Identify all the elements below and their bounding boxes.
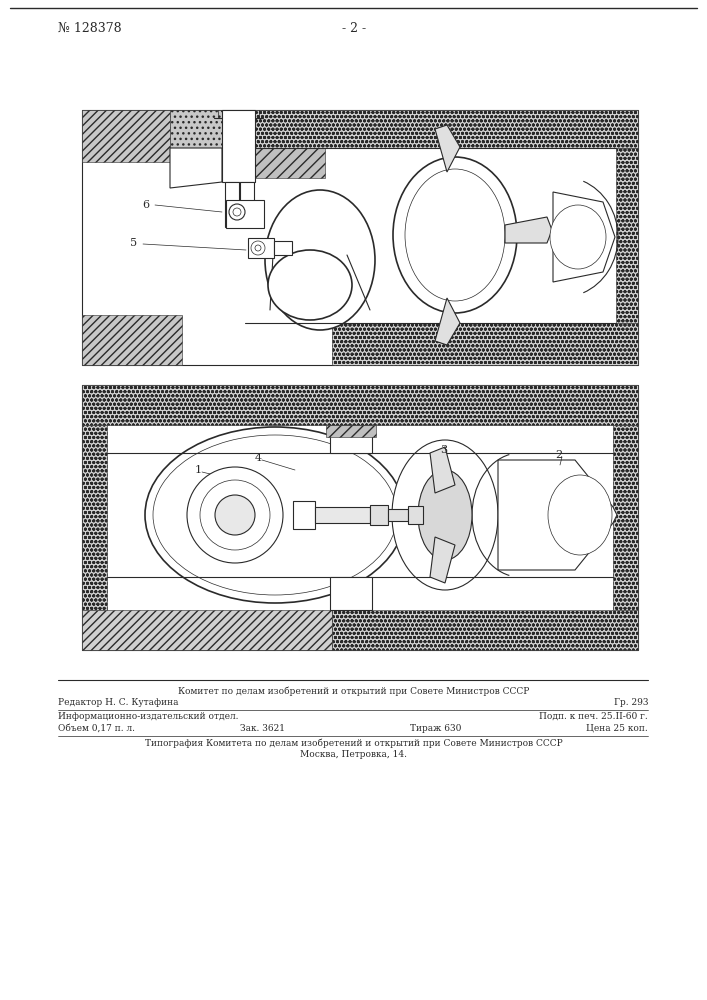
Bar xyxy=(82,110,638,365)
Ellipse shape xyxy=(550,205,606,269)
Polygon shape xyxy=(430,537,455,583)
Polygon shape xyxy=(170,148,222,188)
Bar xyxy=(408,506,423,524)
Bar xyxy=(240,182,254,217)
Bar xyxy=(388,509,408,521)
Text: Редактор Н. С. Кутафина: Редактор Н. С. Кутафина xyxy=(58,698,178,707)
Polygon shape xyxy=(435,298,460,345)
Bar xyxy=(255,148,325,178)
Bar xyxy=(82,425,107,610)
Ellipse shape xyxy=(251,241,265,255)
Bar xyxy=(330,577,372,610)
Bar xyxy=(332,323,638,365)
Ellipse shape xyxy=(265,190,375,330)
Polygon shape xyxy=(498,460,617,570)
Text: Цена 25 коп.: Цена 25 коп. xyxy=(586,724,648,733)
Text: 4: 4 xyxy=(255,453,262,463)
Text: 3: 3 xyxy=(440,445,447,455)
Ellipse shape xyxy=(187,467,283,563)
Text: - 2 -: - 2 - xyxy=(342,22,366,35)
Ellipse shape xyxy=(418,470,472,560)
Text: Зак. 3621: Зак. 3621 xyxy=(240,724,285,733)
Text: Типография Комитета по делам изобретений и открытий при Совете Министров СССР: Типография Комитета по делам изобретений… xyxy=(145,738,563,748)
Text: Гр. 293: Гр. 293 xyxy=(614,698,648,707)
Bar xyxy=(82,385,638,650)
Text: Тираж 630: Тираж 630 xyxy=(410,724,462,733)
Text: Москва, Петровка, 14.: Москва, Петровка, 14. xyxy=(300,750,407,759)
Bar xyxy=(170,110,245,148)
Bar xyxy=(616,148,638,323)
Bar xyxy=(222,110,255,182)
Text: Информационно-издательский отдел.: Информационно-издательский отдел. xyxy=(58,712,238,721)
Ellipse shape xyxy=(229,204,245,220)
Polygon shape xyxy=(553,192,615,282)
Bar xyxy=(293,501,315,529)
Text: 6: 6 xyxy=(142,200,149,210)
Text: 5: 5 xyxy=(130,238,137,248)
Bar xyxy=(82,110,170,162)
Bar xyxy=(274,241,292,255)
Bar xyxy=(332,610,638,650)
Bar xyxy=(315,507,370,523)
Polygon shape xyxy=(430,447,455,493)
Bar xyxy=(326,425,376,437)
Bar xyxy=(82,610,332,650)
Ellipse shape xyxy=(145,427,405,603)
Bar xyxy=(370,505,388,525)
Ellipse shape xyxy=(255,245,261,251)
Bar xyxy=(226,200,264,228)
Ellipse shape xyxy=(392,440,498,590)
Polygon shape xyxy=(435,125,460,172)
Bar xyxy=(330,425,372,453)
Text: Комитет по делам изобретений и открытий при Совете Министров СССР: Комитет по делам изобретений и открытий … xyxy=(178,686,530,696)
Ellipse shape xyxy=(215,495,255,535)
Text: 2: 2 xyxy=(555,450,562,460)
Bar xyxy=(82,385,638,425)
Text: Подп. к печ. 25.ІІ-60 г.: Подп. к печ. 25.ІІ-60 г. xyxy=(539,712,648,721)
Bar xyxy=(82,315,182,365)
Text: Объем 0,17 п. л.: Объем 0,17 п. л. xyxy=(58,724,135,733)
Bar xyxy=(245,110,638,148)
Ellipse shape xyxy=(393,157,517,313)
Ellipse shape xyxy=(233,208,241,216)
Ellipse shape xyxy=(200,480,270,550)
Polygon shape xyxy=(245,148,255,188)
Bar xyxy=(613,425,638,610)
Bar xyxy=(248,238,274,258)
Bar xyxy=(225,182,239,227)
Ellipse shape xyxy=(268,250,352,320)
Polygon shape xyxy=(505,217,552,243)
Ellipse shape xyxy=(548,475,612,555)
Text: № 128378: № 128378 xyxy=(58,22,122,35)
Text: 1: 1 xyxy=(195,465,202,475)
